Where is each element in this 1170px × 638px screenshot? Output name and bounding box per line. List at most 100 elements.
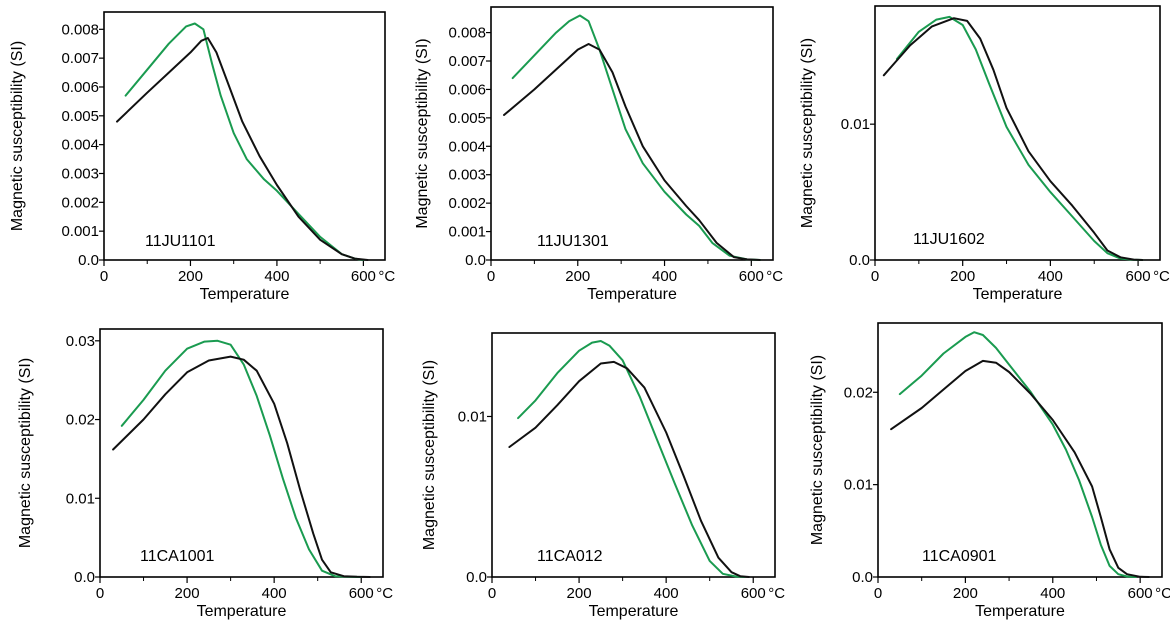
plot-frame: [491, 332, 776, 578]
y-tick-label: 0.006: [61, 79, 99, 96]
x-tick-label: 200: [567, 585, 592, 602]
y-tick-label: 0.003: [448, 167, 486, 184]
x-tick-label: 200: [565, 268, 590, 285]
x-tick-label: 600: [351, 268, 376, 285]
x-tick-label: 0: [874, 585, 882, 602]
y-tick-label: 0.007: [61, 50, 99, 67]
y-tick-label: 0.001: [61, 223, 99, 240]
x-tick-label: 400: [1040, 585, 1065, 602]
x-axis-label: Temperature: [587, 286, 677, 303]
x-tick-label: 600: [349, 585, 374, 602]
plot-frame: [103, 11, 386, 261]
sample-label: 11JU1101: [145, 233, 216, 250]
y-tick-label: 0.02: [844, 384, 873, 401]
y-tick-label: 0.0: [74, 569, 95, 586]
panel-11ca012: 0 200 400 600 °C Temperature 0.0 0.01 Magnetic s…: [421, 332, 785, 620]
y-tick-label: 0.008: [61, 21, 99, 38]
y-tick-label: 0.005: [448, 110, 486, 127]
sample-label: 11JU1602: [913, 231, 985, 248]
y-tick-label: 0.01: [844, 477, 873, 494]
x-axis-label: Temperature: [975, 603, 1065, 620]
y-axis-label: Magnetic susceptibility (SI): [809, 355, 826, 545]
plot-frame: [490, 6, 774, 261]
heating-curve: [120, 339, 363, 578]
x-tick-label: 0: [96, 585, 104, 602]
y-tick-label: 0.002: [448, 195, 486, 212]
y-tick-label: 0.01: [66, 490, 95, 507]
cooling-curve: [882, 17, 1144, 261]
y-tick-label: 0.0: [78, 252, 99, 269]
heating-curve: [898, 331, 1137, 578]
plot-frame: [99, 328, 384, 578]
y-tick-label: 0.004: [448, 138, 486, 155]
sample-label: 11CA012: [537, 548, 603, 565]
x-tick-label: 0: [100, 268, 108, 285]
y-tick-label: 0.0: [852, 569, 873, 586]
plot-frame: [874, 5, 1161, 261]
x-tick-label: 400: [264, 268, 289, 285]
x-tick-label: 400: [652, 268, 677, 285]
x-tick-label: 200: [953, 585, 978, 602]
cooling-curve: [503, 43, 761, 261]
y-tick-label: 0.003: [61, 165, 99, 182]
heating-curve: [895, 15, 1144, 261]
plot-frame: [877, 322, 1163, 578]
sample-label: 11CA0901: [922, 548, 997, 565]
sample-label: 11JU1301: [537, 233, 609, 250]
x-unit-label: °C: [1153, 268, 1170, 285]
heating-curve: [511, 14, 761, 261]
y-tick-label: 0.01: [841, 116, 870, 133]
x-tick-label: 200: [175, 585, 200, 602]
y-axis-label: Magnetic susceptibility (SI): [17, 358, 34, 548]
panel-11ju1301: 0 200 400 600 °C Temperature 0.0 0.001 0.002 0.00…: [414, 6, 783, 303]
cooling-curve: [116, 37, 369, 261]
y-tick-label: 0.03: [66, 333, 95, 350]
x-tick-label: 0: [487, 268, 495, 285]
x-axis-label: Temperature: [973, 286, 1063, 303]
x-tick-label: 200: [178, 268, 203, 285]
x-unit-label: °C: [1155, 585, 1170, 602]
x-tick-label: 400: [654, 585, 679, 602]
y-tick-label: 0.001: [448, 224, 486, 241]
x-unit-label: °C: [376, 585, 393, 602]
x-tick-label: 200: [950, 268, 975, 285]
y-tick-label: 0.004: [61, 137, 99, 154]
cooling-curve: [890, 359, 1150, 578]
x-unit-label: °C: [378, 268, 395, 285]
y-tick-label: 0.01: [458, 408, 487, 425]
y-axis-label: Magnetic susceptibility (SI): [414, 38, 431, 228]
y-axis-label: Magnetic susceptibility (SI): [799, 38, 816, 228]
x-unit-label: °C: [766, 268, 783, 285]
x-unit-label: °C: [768, 585, 785, 602]
x-tick-label: 0: [871, 268, 879, 285]
y-tick-label: 0.0: [465, 252, 486, 269]
y-tick-label: 0.007: [448, 53, 486, 70]
x-axis-label: Temperature: [197, 603, 287, 620]
y-tick-label: 0.005: [61, 108, 99, 125]
panel-11ca1001: 0 200 400 600 °C Temperature 0.0 0.01 0.02 0.03 Ma…: [17, 328, 393, 620]
x-tick-label: 400: [262, 585, 287, 602]
y-tick-label: 0.008: [448, 25, 486, 42]
y-tick-label: 0.006: [448, 81, 486, 98]
y-axis-label: Magnetic susceptibility (SI): [421, 360, 438, 550]
x-tick-label: 600: [739, 268, 764, 285]
panel-11ju1602: 0 200 400 600 °C Temperature 0.0 0.01 Magnetic s…: [799, 5, 1170, 303]
y-axis-label: Magnetic susceptibility (SI): [9, 41, 26, 231]
y-tick-label: 0.0: [849, 252, 870, 269]
sample-label: 11CA1001: [140, 548, 215, 565]
x-axis-label: Temperature: [200, 286, 290, 303]
cooling-curve: [508, 360, 750, 578]
x-tick-label: 600: [1126, 268, 1151, 285]
x-tick-label: 600: [1128, 585, 1153, 602]
panel-11ju1101: 0 200 400 600 °C Temperature 0.0 0.001 0.002 0.00…: [9, 11, 395, 303]
x-axis-label: Temperature: [589, 603, 679, 620]
y-tick-label: 0.002: [61, 194, 99, 211]
panel-11ca0901: 0 200 400 600 °C Temperature 0.0 0.01 0.02 Magnet…: [809, 322, 1170, 620]
x-tick-label: 600: [741, 585, 766, 602]
heating-curve: [517, 340, 746, 578]
y-tick-label: 0.0: [466, 569, 487, 586]
x-tick-label: 0: [488, 585, 496, 602]
heating-curve: [124, 22, 365, 261]
cooling-curve: [112, 355, 371, 578]
